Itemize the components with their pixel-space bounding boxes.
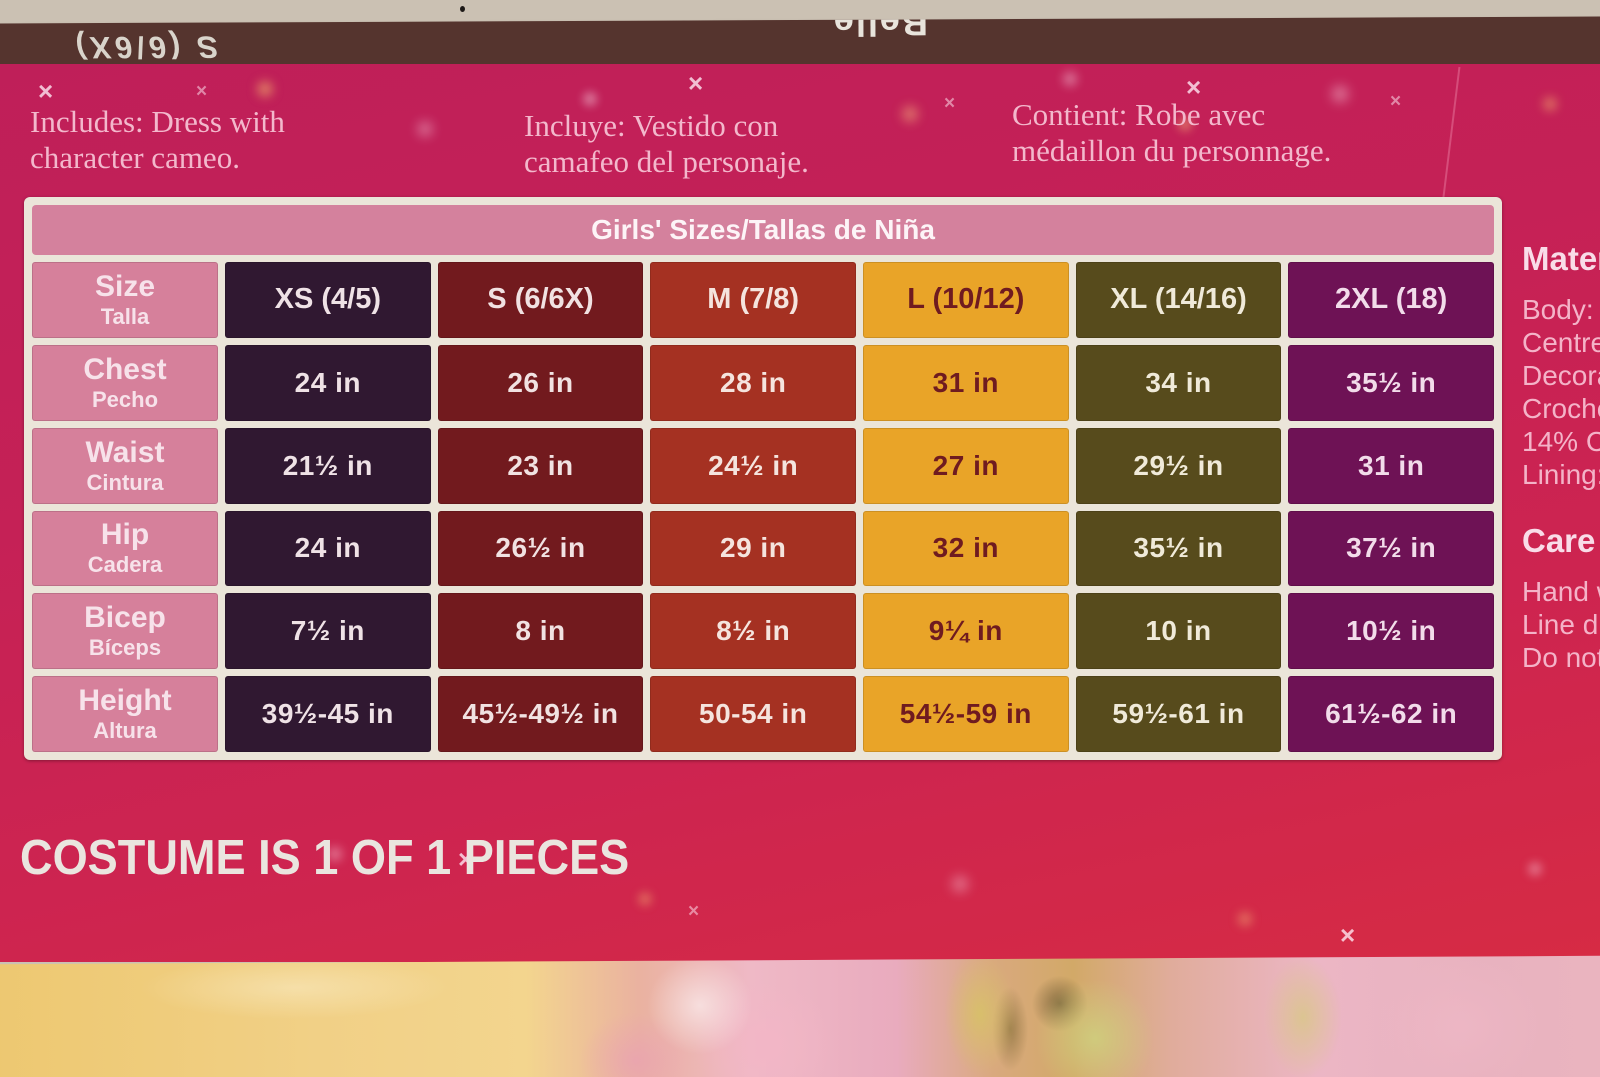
includes-line: Incluye: Vestido con <box>524 108 779 143</box>
size-value-cell: 28 in <box>650 344 856 421</box>
includes-text-spanish: Incluye: Vestido con camafeo del persona… <box>524 108 809 180</box>
size-value-cell: 37½ in <box>1288 510 1494 587</box>
materials-line: Body: 10 <box>1522 294 1600 325</box>
row-label-en: Chest <box>83 352 167 386</box>
includes-line: camafeo del personaje. <box>524 144 809 179</box>
size-chart-title: Girls' Sizes/Tallas de Niña <box>32 205 1494 255</box>
size-value-cell: 26 in <box>437 344 644 421</box>
row-label-chest: Chest Pecho <box>32 344 218 421</box>
packaging-back-panel: × × × × × × × × × × Includes: Dress with… <box>0 64 1600 962</box>
size-value-cell: 35½ in <box>1075 510 1282 587</box>
materials-line: Croche <box>1522 393 1600 424</box>
sparkle-star-icon: × <box>1186 72 1202 102</box>
size-value-cell: 50-54 in <box>650 676 856 752</box>
size-value-cell: 29 in <box>650 510 856 587</box>
materials-heading: Mater <box>1522 240 1600 277</box>
size-value-cell: 31 in <box>863 344 1069 421</box>
sparkle-star-icon: × <box>38 76 54 106</box>
size-chart-corner-cell: Size Talla <box>32 262 218 338</box>
column-header-xs: XS (4/5) <box>225 262 431 338</box>
row-label-hip: Hip Cadera <box>32 510 218 587</box>
size-value-cell: 10½ in <box>1288 593 1494 670</box>
corner-label-alt: Talla <box>100 303 150 329</box>
row-label-alt: Cadera <box>87 552 163 578</box>
row-label-alt: Altura <box>93 718 157 744</box>
row-label-en: Height <box>78 684 172 718</box>
row-label-alt: Cintura <box>86 469 164 495</box>
size-value-cell: 27 in <box>863 427 1069 504</box>
size-value-cell: 61½-62 in <box>1288 676 1494 752</box>
column-header-xl: XL (14/16) <box>1075 262 1282 338</box>
size-value-cell: 32 in <box>863 510 1069 587</box>
row-label-en: Hip <box>100 518 150 552</box>
sparkle-star-icon: × <box>1390 91 1402 112</box>
includes-text-english: Includes: Dress with character cameo. <box>30 104 285 176</box>
care-line: Do not <box>1522 642 1600 673</box>
sparkle-star-icon: × <box>944 93 956 114</box>
sparkle-star-icon: × <box>1340 920 1356 950</box>
includes-line: character cameo. <box>30 140 240 175</box>
materials-line: Centre P <box>1522 327 1600 358</box>
includes-line: Includes: Dress with <box>30 104 285 139</box>
size-value-cell: 9¼ in <box>863 593 1069 670</box>
row-label-waist: Waist Cintura <box>32 427 218 504</box>
materials-sidebar: Mater Body: 10 Centre P Decorat Croche 1… <box>1522 242 1600 491</box>
size-value-cell: 24 in <box>225 510 431 587</box>
sparkle-star-icon: × <box>688 68 704 98</box>
materials-line: Decorat <box>1522 360 1600 391</box>
sparkle-bokeh-layer <box>0 64 10 74</box>
materials-line: Lining: <box>1522 459 1600 490</box>
flap-brand-text-upside-down: Belle <box>831 16 929 44</box>
column-header-m: M (7/8) <box>650 262 856 338</box>
sparkle-star-icon: × <box>196 81 208 102</box>
column-header-s: S (6/6X) <box>437 262 644 338</box>
size-value-cell: 23 in <box>437 427 644 504</box>
column-header-2xl: 2XL (18) <box>1288 262 1494 338</box>
size-value-cell: 7½ in <box>225 593 431 670</box>
size-value-cell: 54½-59 in <box>863 676 1069 752</box>
materials-line: 14% Co <box>1522 426 1600 457</box>
row-label-en: Waist <box>85 435 165 469</box>
size-value-cell: 8½ in <box>650 593 856 670</box>
includes-line: médaillon du personnage. <box>1012 133 1332 168</box>
care-heading: Care <box>1522 522 1596 559</box>
row-label-alt: Bíceps <box>88 635 162 661</box>
size-value-cell: 24½ in <box>650 427 856 504</box>
size-chart-table: Girls' Sizes/Tallas de Niña Size Talla X… <box>24 197 1502 760</box>
size-value-cell: 10 in <box>1075 593 1282 670</box>
row-label-bicep: Bicep Bíceps <box>32 593 218 670</box>
size-value-cell: 31 in <box>1288 427 1494 504</box>
row-label-alt: Pecho <box>91 386 159 412</box>
row-label-en: Bicep <box>84 601 166 635</box>
care-line: Line dr <box>1522 609 1600 640</box>
size-value-cell: 35½ in <box>1288 344 1494 421</box>
care-sidebar: Care Hand w Line dr Do not <box>1522 524 1600 674</box>
size-value-cell: 21½ in <box>225 427 431 504</box>
care-line: Hand w <box>1522 576 1600 607</box>
sparkle-star-icon: × <box>688 901 700 922</box>
size-value-cell: 59½-61 in <box>1075 676 1282 752</box>
includes-line: Contient: Robe avec <box>1012 97 1266 132</box>
size-value-cell: 39½-45 in <box>225 676 431 752</box>
size-value-cell: 8 in <box>437 593 644 670</box>
row-label-height: Height Altura <box>32 676 218 752</box>
pieces-count-text: COSTUME IS 1 OF 1 PIECES <box>20 829 630 885</box>
flap-size-text-upside-down: S (6/6X) <box>69 29 221 66</box>
size-chart-grid: Girls' Sizes/Tallas de Niña Size Talla X… <box>32 205 1494 752</box>
costume-fabric-through-window <box>0 955 1600 1077</box>
size-value-cell: 29½ in <box>1075 427 1282 504</box>
column-header-l: L (10/12) <box>863 262 1069 338</box>
size-value-cell: 24 in <box>225 344 431 421</box>
corner-label-en: Size <box>94 269 156 303</box>
sparkle-star-icon: × <box>458 844 474 874</box>
size-value-cell: 34 in <box>1075 344 1282 421</box>
size-value-cell: 26½ in <box>437 510 644 587</box>
includes-text-french: Contient: Robe avec médaillon du personn… <box>1012 97 1331 169</box>
dust-speck <box>460 6 465 12</box>
size-value-cell: 45½-49½ in <box>437 676 644 752</box>
